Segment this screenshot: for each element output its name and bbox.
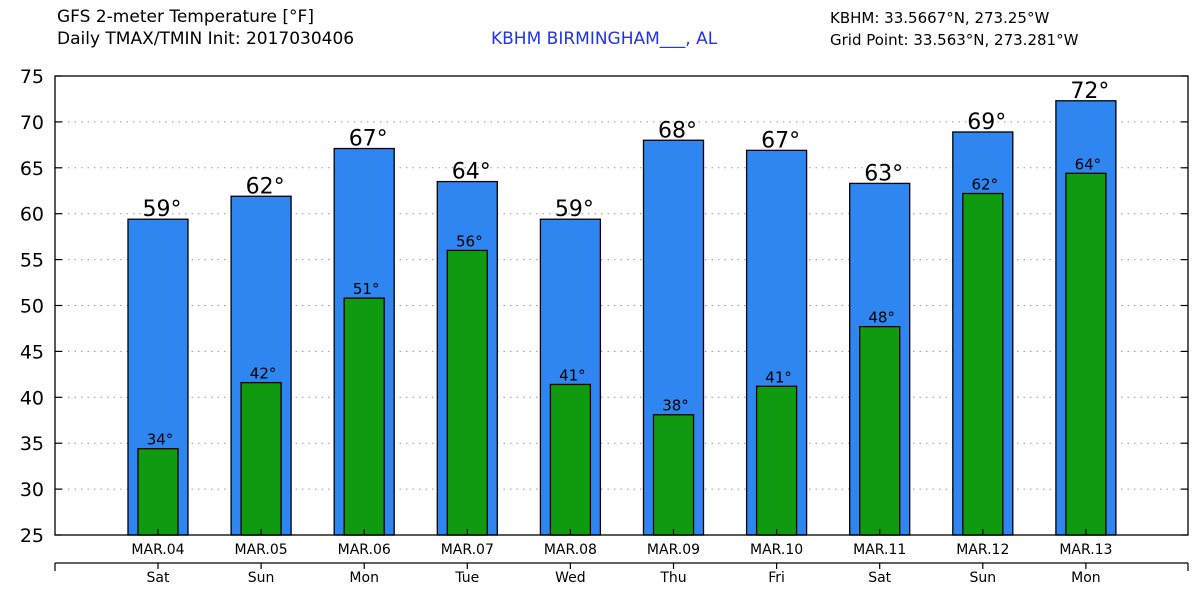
tmin-bar — [240, 381, 282, 536]
tmin-label: 34° — [147, 431, 174, 449]
x-weekday-label: Mon — [1071, 570, 1101, 586]
bars — [127, 100, 1117, 536]
x-weekday-label: Mon — [349, 570, 379, 586]
tmin-bar — [859, 325, 901, 536]
y-tick-label: 65 — [20, 158, 44, 180]
x-date-label: MAR.08 — [544, 542, 597, 558]
plot-frame — [54, 75, 1189, 536]
y-tick-label: 75 — [20, 66, 44, 88]
x-date-label: MAR.10 — [750, 542, 803, 558]
x-weekday-label: Sat — [147, 570, 170, 586]
tmax-label: 68° — [658, 118, 697, 143]
tmin-bar — [755, 385, 798, 536]
grid-point-coords: Grid Point: 33.563°N, 273.281°W — [830, 31, 1079, 49]
station-coords: KBHM: 33.5667°N, 273.25°W — [830, 9, 1050, 27]
tmax-label: 72° — [1070, 79, 1109, 104]
grid-lines — [55, 121, 1188, 490]
x-date-label: MAR.09 — [647, 542, 700, 558]
tmax-label: 69° — [967, 110, 1006, 135]
y-tick-label: 60 — [20, 204, 44, 226]
tmin-bar — [962, 192, 1004, 536]
y-tick-label: 30 — [20, 479, 44, 501]
x-weekday-label: Thu — [659, 570, 686, 586]
x-date-label: MAR.04 — [131, 542, 184, 558]
x-weekday-label: Sun — [248, 570, 275, 586]
x-date-label: MAR.12 — [956, 542, 1009, 558]
x-weekday-label: Fri — [768, 570, 785, 586]
x-date-label: MAR.13 — [1059, 542, 1112, 558]
tmin-label: 48° — [868, 309, 895, 327]
value-labels: 59° 34° 62° 42° 67° 51° 64° 56° 59° 41° 68° 38° 67° 4… — [143, 79, 1110, 449]
tmax-label: 64° — [452, 160, 491, 185]
x-date-label: MAR.05 — [235, 542, 288, 558]
x-date-label: MAR.11 — [853, 542, 906, 558]
y-tick-label: 35 — [20, 433, 44, 455]
tmin-label: 62° — [972, 176, 999, 194]
x-weekday-label: Tue — [454, 570, 479, 586]
x-weekday-label: Sun — [969, 570, 996, 586]
tmin-label: 51° — [353, 280, 380, 298]
tmax-label: 62° — [246, 174, 285, 199]
tmin-bar — [549, 383, 592, 536]
y-tick-label: 55 — [20, 250, 44, 272]
tmax-label: 67° — [761, 128, 800, 153]
tmin-bar — [343, 297, 385, 536]
tmax-label: 59° — [555, 197, 594, 222]
y-tick-label: 25 — [20, 525, 44, 547]
tmin-label: 41° — [765, 368, 792, 386]
tmin-bar — [137, 448, 179, 536]
tmax-label: 63° — [864, 161, 903, 186]
y-axis: 25 30 35 40 45 50 55 60 65 70 75 — [20, 66, 1188, 547]
tmin-label: 64° — [1075, 155, 1102, 173]
y-tick-label: 40 — [20, 387, 44, 409]
y-tick-label: 70 — [20, 112, 44, 134]
tmax-label: 67° — [349, 127, 388, 152]
tmin-bar — [446, 249, 488, 536]
tmin-label: 42° — [250, 365, 277, 383]
tmin-label: 41° — [559, 366, 586, 384]
tmin-bar — [652, 414, 695, 536]
y-tick-label: 50 — [20, 296, 44, 318]
station-name: KBHM BIRMINGHAM___, AL — [491, 29, 718, 49]
tmax-label: 59° — [143, 197, 182, 222]
x-date-label: MAR.06 — [338, 542, 391, 558]
tmin-label: 38° — [662, 397, 689, 415]
x-date-label: MAR.07 — [441, 542, 494, 558]
tmin-bar — [1065, 172, 1107, 536]
tmin-label: 56° — [456, 232, 483, 250]
x-axis: MAR.04 Sat MAR.05 Sun MAR.06 Mon MAR.07 Tue MAR.… — [54, 529, 1189, 586]
chart-title: GFS 2-meter Temperature [°F] — [57, 7, 314, 27]
y-tick-label: 45 — [20, 341, 44, 363]
chart-subtitle: Daily TMAX/TMIN Init: 2017030406 — [57, 29, 355, 49]
x-weekday-label: Wed — [555, 570, 586, 586]
x-weekday-label: Sat — [868, 570, 891, 586]
